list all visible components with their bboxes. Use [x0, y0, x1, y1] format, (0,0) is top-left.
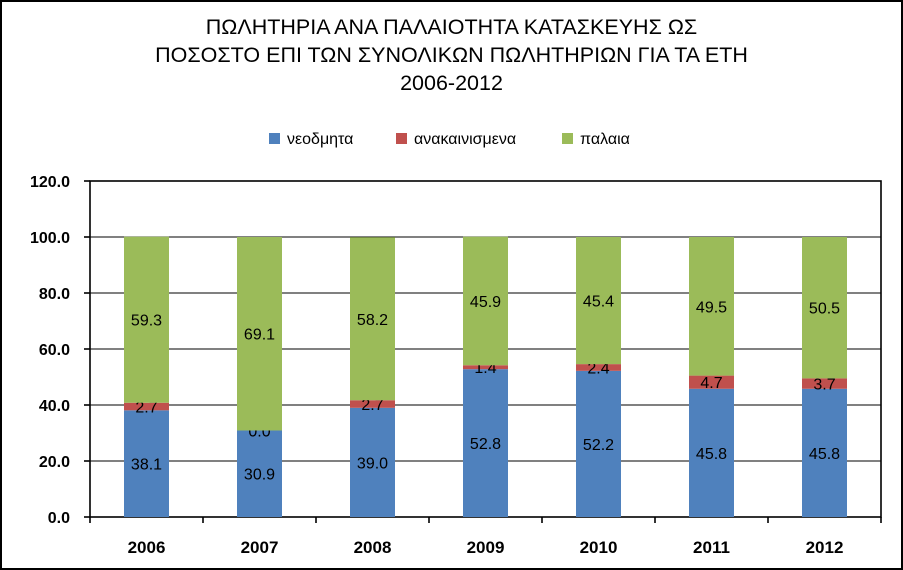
data-label-νεοδμητα-2006: 38.1 [131, 457, 162, 474]
data-label-παλαια-2010: 45.4 [583, 294, 614, 311]
legend-swatch [562, 133, 573, 144]
y-tick-label: 40.0 [39, 398, 70, 415]
chart-title: ΠΩΛΗΤΗΡΙΑ ΑΝΑ ΠΑΛΑΙΟΤΗΤΑ ΚΑΤΑΣΚΕΥΗΣ ΩΣ Π… [2, 13, 901, 97]
x-tick-label: 2008 [354, 538, 392, 557]
chart-title-line-1: ΠΩΛΗΤΗΡΙΑ ΑΝΑ ΠΑΛΑΙΟΤΗΤΑ ΚΑΤΑΣΚΕΥΗΣ ΩΣ [205, 15, 698, 39]
y-tick-label: 20.0 [39, 454, 70, 471]
data-label-ανακαινισμενα-2010: 2.4 [587, 360, 609, 377]
bar-ανακαινισμενα-2008 [350, 400, 395, 408]
bar-ανακαινισμενα-2012 [802, 378, 847, 389]
data-label-νεοδμητα-2012: 45.8 [809, 446, 840, 463]
bar-νεοδμητα-2011 [689, 388, 734, 517]
bar-ανακαινισμενα-2006 [124, 402, 169, 411]
data-label-παλαια-2007: 69.1 [244, 327, 275, 344]
x-tick-label: 2007 [241, 538, 279, 557]
legend-item: παλαια [562, 131, 630, 148]
data-label-ανακαινισμενα-2006: 2.7 [135, 400, 157, 417]
bar-νεοδμητα-2012 [802, 388, 847, 517]
bar-νεοδμητα-2007 [237, 430, 282, 517]
bar-νεοδμητα-2008 [350, 407, 395, 517]
legend-swatch [269, 133, 280, 144]
y-tick-label: 100.0 [30, 230, 70, 247]
y-tick-label: 60.0 [39, 342, 70, 359]
bar-νεοδμητα-2010 [576, 370, 621, 517]
legend-label: ανακαινισμενα [414, 131, 516, 148]
bar-παλαια-2006 [124, 236, 169, 403]
y-tick-label: 80.0 [39, 286, 70, 303]
legend-item: νεοδμητα [269, 131, 353, 148]
bar-παλαια-2007 [237, 237, 282, 431]
data-label-νεοδμητα-2009: 52.8 [470, 436, 501, 453]
x-tick-label: 2010 [580, 538, 618, 557]
legend-label: νεοδμητα [287, 131, 353, 148]
data-label-παλαια-2009: 45.9 [470, 294, 501, 311]
bar-παλαια-2010 [576, 237, 621, 365]
bar-παλαια-2008 [350, 237, 395, 401]
y-tick-label: 0.0 [48, 510, 70, 527]
x-tick-label: 2006 [128, 538, 166, 557]
x-tick-label: 2012 [806, 538, 844, 557]
y-tick-label: 120.0 [30, 174, 70, 191]
data-label-παλαια-2011: 49.5 [696, 299, 727, 316]
legend-swatch [396, 133, 407, 144]
legend-label: παλαια [580, 131, 630, 148]
bar-νεοδμητα-2009 [463, 369, 508, 517]
legend-item: ανακαινισμενα [396, 131, 516, 148]
data-label-ανακαινισμενα-2008: 2.7 [361, 397, 383, 414]
data-label-νεοδμητα-2007: 30.9 [244, 467, 275, 484]
bar-ανακαινισμενα-2010 [576, 364, 621, 371]
chart-title-line-3: 2006-2012 [400, 71, 503, 95]
data-label-νεοδμητα-2010: 52.2 [583, 437, 614, 454]
data-label-παλαια-2008: 58.2 [357, 312, 388, 329]
bar-παλαια-2009 [463, 236, 508, 366]
x-tick-label: 2011 [693, 538, 730, 557]
bar-ανακαινισμενα-2011 [689, 375, 734, 389]
data-label-ανακαινισμενα-2011: 4.7 [700, 375, 722, 392]
bar-παλαια-2012 [802, 237, 847, 379]
data-label-ανακαινισμενα-2012: 3.7 [813, 377, 835, 394]
bar-παλαια-2011 [689, 237, 734, 376]
data-label-νεοδμητα-2011: 45.8 [696, 446, 727, 463]
data-label-παλαια-2012: 50.5 [809, 301, 840, 318]
data-label-παλαια-2006: 59.3 [131, 313, 162, 330]
bar-ανακαινισμενα-2009 [463, 365, 508, 370]
bar-νεοδμητα-2006 [124, 410, 169, 517]
data-label-νεοδμητα-2008: 39.0 [357, 455, 388, 472]
chart-title-line-2: ΠΟΣΟΣΤΟ ΕΠΙ ΤΩΝ ΣΥΝΟΛΙΚΩΝ ΠΩΛΗΤΗΡΙΩΝ ΓΙΑ… [155, 43, 748, 67]
x-tick-label: 2009 [467, 538, 505, 557]
